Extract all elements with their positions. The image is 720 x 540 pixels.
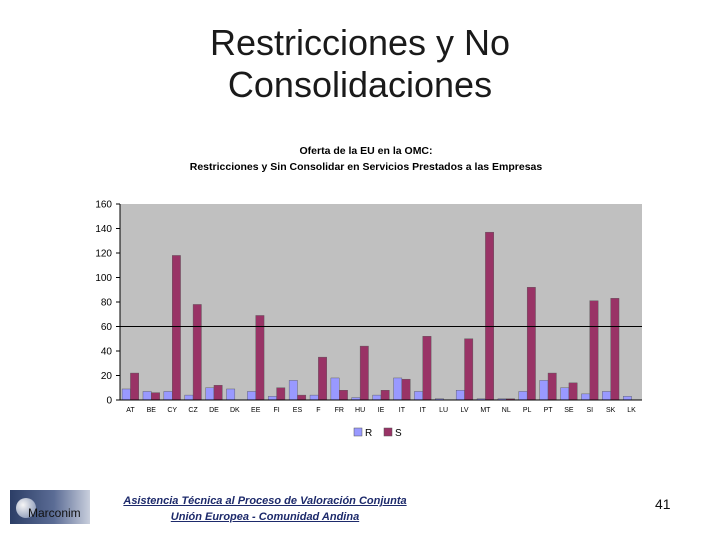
y-tick-label: 60 — [101, 322, 113, 333]
x-tick-label: LU — [439, 407, 448, 414]
x-tick-label: NL — [502, 407, 511, 414]
footer-text: Asistencia Técnica al Proceso de Valorac… — [120, 493, 410, 525]
globe-icon — [16, 498, 36, 518]
x-tick-label: CY — [167, 407, 177, 414]
bar-s — [589, 300, 599, 401]
legend-label-s: S — [395, 428, 402, 439]
x-tick-label: IE — [378, 407, 385, 414]
bar-r — [226, 388, 236, 401]
x-tick-label: ES — [293, 407, 303, 414]
x-tick-label: BE — [147, 407, 157, 414]
slide-title-line-1: Restricciones y No — [209, 22, 511, 63]
bar-r — [184, 394, 194, 401]
x-tick-label: DE — [209, 407, 219, 414]
x-tick-label: HU — [355, 407, 365, 414]
y-tick-label: 120 — [95, 249, 112, 260]
x-tick-label: IT — [420, 407, 427, 414]
logo — [10, 490, 90, 524]
plot-area — [120, 204, 642, 400]
bar-s — [401, 378, 411, 401]
bar-r — [393, 377, 403, 401]
y-axis: 0 20 40 60 80 100 120 140 160 — [95, 200, 121, 407]
bar-s — [380, 389, 390, 401]
bar-s — [526, 287, 536, 401]
bar-r — [560, 387, 570, 401]
x-tick-label: EE — [251, 407, 261, 414]
bars — [121, 231, 632, 401]
bar-s — [297, 394, 307, 401]
bar-s — [359, 345, 369, 401]
bar-r — [121, 388, 131, 401]
bar-s — [192, 304, 202, 401]
bar-s — [130, 372, 139, 401]
x-tick-label: AT — [126, 407, 135, 414]
x-tick-label: FR — [335, 407, 344, 414]
slide-title: Restricciones y No Consolidaciones — [120, 22, 600, 106]
bar-s — [485, 231, 494, 401]
legend-label-r: R — [365, 428, 372, 439]
bar-r — [372, 394, 382, 401]
footer-line-1: Asistencia Técnica al Proceso de Valorac… — [123, 495, 407, 507]
bar-s — [610, 298, 620, 401]
bar-r — [414, 391, 423, 401]
bar-s — [276, 387, 286, 401]
bar-r — [247, 391, 256, 401]
bar-s — [255, 315, 265, 401]
y-tick-label: 20 — [101, 371, 113, 382]
bar-r — [581, 393, 590, 401]
x-tick-label: SI — [586, 407, 593, 414]
chart-title: Oferta de la EU en la OMC: — [299, 145, 432, 157]
legend-swatch-r — [353, 427, 363, 437]
y-tick-label: 40 — [101, 347, 113, 358]
x-tick-label: DK — [230, 407, 240, 414]
y-tick-label: 100 — [95, 273, 112, 284]
bar-r — [142, 391, 152, 401]
bar-r — [268, 396, 277, 401]
y-tick-label: 160 — [95, 200, 112, 211]
bar-r — [455, 389, 465, 401]
bar-r — [163, 391, 173, 401]
bar-s — [547, 372, 557, 401]
x-axis: AT BE CY CZ DE DK EE FI ES F FR HU IE IT IT LU LV MT NL PL P… — [120, 399, 642, 414]
footer-org: Marconim — [28, 506, 81, 520]
x-tick-label: IT — [399, 407, 406, 414]
bar-r — [288, 380, 298, 401]
x-tick-label: FI — [273, 407, 279, 414]
bar-r — [623, 396, 632, 401]
x-tick-label: LV — [460, 407, 468, 414]
x-tick-label: CZ — [188, 407, 198, 414]
x-tick-label: PT — [544, 407, 554, 414]
x-tick-label: LK — [627, 407, 636, 414]
chart-subtitle: Restricciones y Sin Consolidar en Servic… — [190, 161, 543, 173]
x-tick-label: SE — [564, 407, 574, 414]
y-tick-label: 0 — [106, 396, 112, 407]
page-number: 41 — [655, 496, 671, 512]
y-tick-label: 80 — [101, 298, 113, 309]
bar-s — [213, 385, 223, 401]
bar-r — [602, 391, 611, 401]
bar-r — [205, 387, 215, 401]
bar-s — [464, 338, 474, 401]
footer-line-2: Unión Europea - Comunidad Andina — [170, 511, 360, 523]
x-tick-label: PL — [523, 407, 532, 414]
x-tick-label: F — [316, 407, 320, 414]
bar-s — [339, 389, 348, 401]
bar-s — [568, 382, 578, 401]
y-tick-label: 140 — [95, 224, 112, 235]
bar-r — [518, 391, 528, 401]
bar-r — [539, 380, 549, 401]
bar-s — [422, 336, 432, 401]
x-tick-label: SK — [606, 407, 616, 414]
bar-s — [151, 392, 160, 401]
bar-r — [309, 394, 319, 401]
slide-title-line-2: Consolidaciones — [227, 64, 493, 105]
bar-r — [330, 377, 340, 401]
bar-s — [318, 356, 327, 401]
legend-swatch-s — [383, 427, 393, 437]
bar-chart: Oferta de la EU en la OMC: Restricciones… — [95, 145, 642, 439]
bar-s — [171, 255, 181, 401]
x-tick-label: MT — [480, 407, 491, 414]
